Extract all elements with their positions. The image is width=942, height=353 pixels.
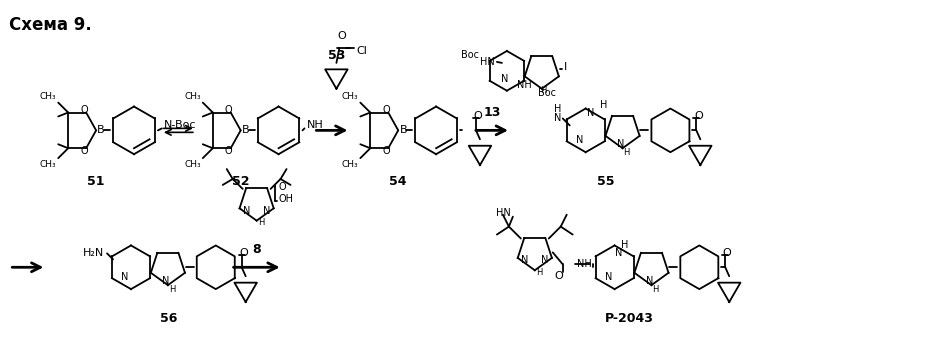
Text: CH₃: CH₃ — [342, 92, 358, 101]
Text: Cl: Cl — [356, 46, 367, 56]
Text: N: N — [576, 135, 583, 145]
Text: H₂N: H₂N — [83, 249, 105, 258]
Text: 54: 54 — [389, 175, 407, 189]
Text: Boc: Boc — [538, 88, 556, 98]
Text: 56: 56 — [160, 312, 178, 325]
Text: O: O — [554, 271, 563, 281]
Text: H: H — [541, 86, 547, 95]
Text: O: O — [474, 112, 482, 121]
Text: O: O — [279, 182, 286, 192]
Text: N: N — [605, 272, 612, 282]
Text: O: O — [382, 104, 390, 114]
Text: N: N — [554, 113, 561, 124]
Text: H: H — [652, 285, 658, 294]
Text: 13: 13 — [483, 106, 500, 119]
Text: CH₃: CH₃ — [40, 160, 57, 169]
Text: B: B — [97, 125, 105, 135]
Text: O: O — [337, 31, 346, 41]
Text: N: N — [541, 255, 548, 265]
Text: O: O — [80, 146, 88, 156]
Text: I: I — [563, 62, 567, 72]
Text: CH₃: CH₃ — [40, 92, 57, 101]
Text: B: B — [242, 125, 250, 135]
Text: OH: OH — [279, 194, 294, 204]
Text: O: O — [225, 146, 233, 156]
Text: H: H — [554, 103, 561, 114]
Text: N: N — [587, 108, 594, 118]
Text: H: H — [258, 218, 265, 227]
Text: HN: HN — [495, 208, 511, 218]
Text: 53: 53 — [328, 49, 345, 62]
Text: 8: 8 — [252, 243, 261, 256]
Text: 52: 52 — [232, 175, 250, 189]
Text: NH: NH — [306, 120, 323, 130]
Text: HN: HN — [479, 57, 495, 67]
Text: 55: 55 — [597, 175, 614, 189]
Text: O: O — [723, 249, 732, 258]
Text: CH₃: CH₃ — [342, 160, 358, 169]
Text: CH₃: CH₃ — [185, 92, 201, 101]
Text: N: N — [162, 276, 170, 286]
Text: CH₃: CH₃ — [185, 160, 201, 169]
Text: 51: 51 — [88, 175, 105, 189]
Text: NH: NH — [517, 80, 532, 90]
Text: Схема 9.: Схема 9. — [9, 16, 92, 34]
Text: O: O — [80, 104, 88, 114]
Text: H: H — [169, 285, 175, 294]
Text: N: N — [615, 249, 623, 258]
Text: N: N — [263, 206, 270, 216]
Text: O: O — [225, 104, 233, 114]
Text: H: H — [624, 148, 630, 157]
Text: B: B — [399, 125, 407, 135]
Text: H: H — [621, 240, 628, 250]
Text: N: N — [521, 255, 528, 265]
Text: Boc: Boc — [461, 50, 479, 60]
Text: N: N — [646, 276, 653, 286]
Text: O: O — [382, 146, 390, 156]
Text: H: H — [600, 100, 608, 109]
Text: H: H — [537, 268, 543, 277]
Text: O: O — [694, 112, 703, 121]
Text: N: N — [501, 74, 509, 84]
Text: N-Boc: N-Boc — [164, 120, 197, 130]
Text: NH: NH — [577, 259, 592, 269]
Text: N: N — [122, 272, 129, 282]
Text: N: N — [617, 139, 625, 149]
Text: N: N — [243, 206, 251, 216]
Text: O: O — [239, 249, 248, 258]
Text: P-2043: P-2043 — [605, 312, 654, 325]
